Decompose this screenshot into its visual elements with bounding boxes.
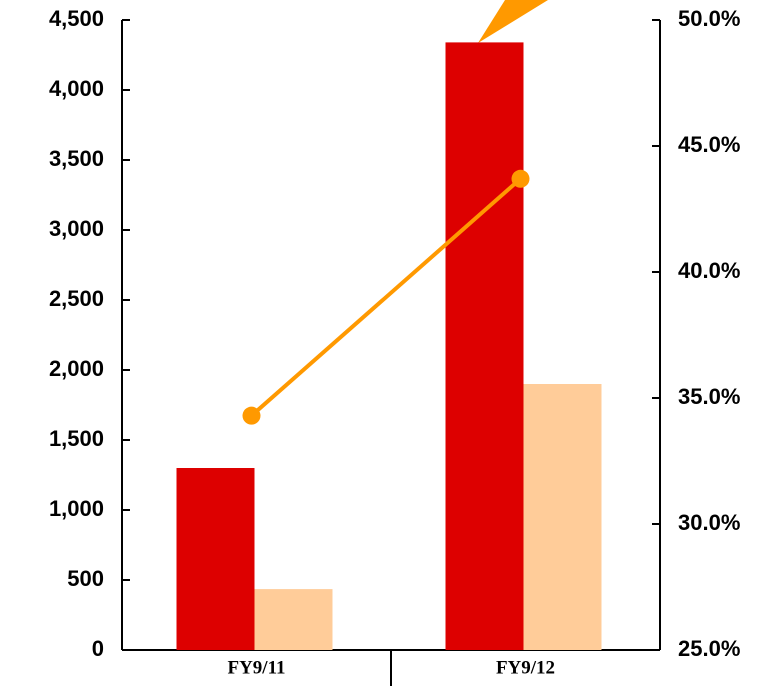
y-tick-label: 0 [92, 636, 104, 661]
line-point [511, 169, 530, 188]
bar [445, 42, 524, 650]
y2-tick-label: 50.0% [678, 6, 740, 31]
y2-tick-label: 45.0% [678, 132, 740, 157]
y-tick-label: 500 [67, 566, 104, 591]
y-tick-label: 3,000 [49, 216, 104, 241]
line [250, 177, 522, 418]
y-tick-label: 1,500 [49, 426, 104, 451]
arrow-decoration [478, 0, 548, 43]
x-tick-label: FY9/11 [227, 657, 285, 678]
y2-tick-label: 40.0% [678, 258, 740, 283]
y-tick-label: 3,500 [49, 146, 104, 171]
y-tick-label: 2,500 [49, 286, 104, 311]
bar [523, 384, 602, 650]
line-point [242, 406, 261, 425]
y-tick-label: 1,000 [49, 496, 104, 521]
x-tick-label: FY9/12 [496, 657, 555, 678]
bar [176, 468, 255, 650]
y-tick-label: 2,000 [49, 356, 104, 381]
y2-tick-label: 35.0% [678, 384, 740, 409]
y-tick-label: 4,500 [49, 6, 104, 31]
bar [254, 589, 333, 650]
y-tick-label: 4,000 [49, 76, 104, 101]
y2-tick-label: 30.0% [678, 510, 740, 535]
y2-tick-label: 25.0% [678, 636, 740, 661]
